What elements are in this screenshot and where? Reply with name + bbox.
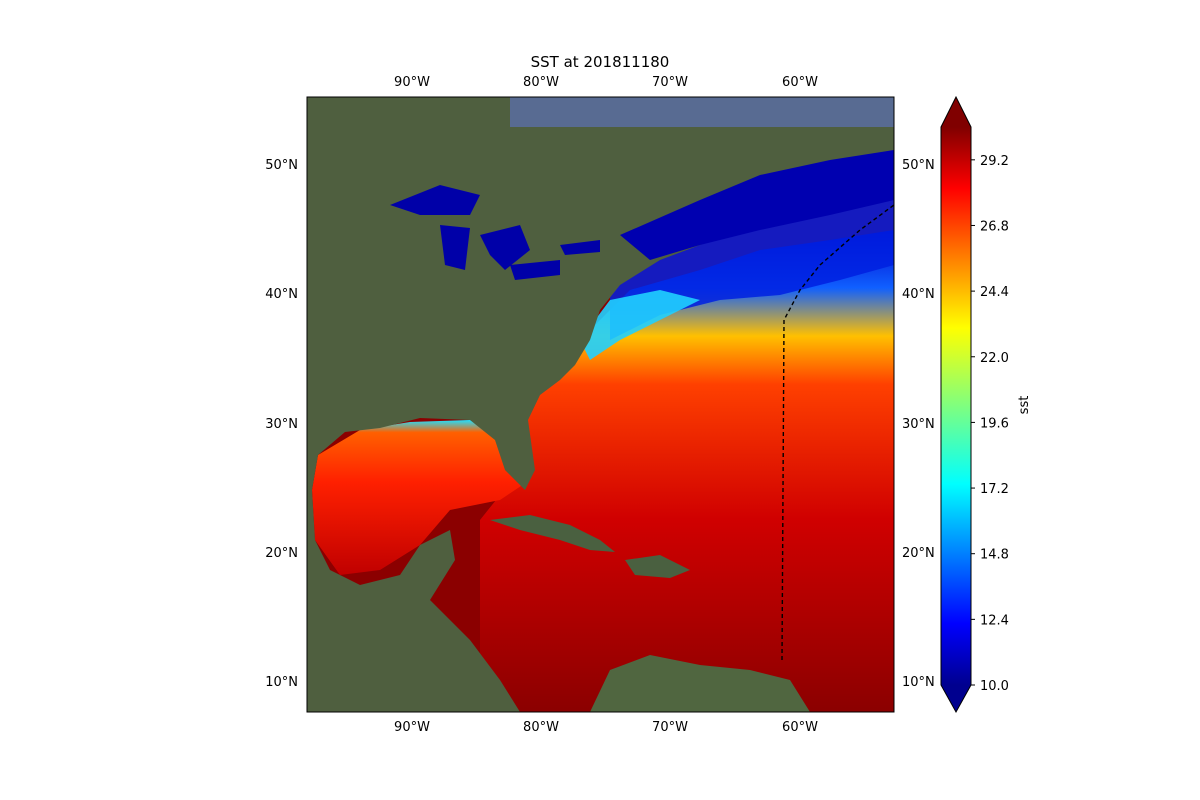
lon-tick-label: 60°W — [782, 75, 818, 90]
colorbar-extend-top — [941, 97, 971, 127]
gulf-of-mexico — [312, 420, 530, 575]
colorbar-outline — [940, 95, 972, 714]
lon-ticks-bottom: 90°W 80°W 70°W 60°W — [394, 720, 818, 735]
map-frame — [306, 96, 895, 713]
lat-tick-label: 30°N — [265, 417, 298, 432]
colorbar-tick-label: 24.4 — [980, 285, 1009, 300]
lon-tick-label: 70°W — [652, 75, 688, 90]
colorbar-tick-label: 26.8 — [980, 219, 1009, 234]
colorbar-ticks: 29.2 26.8 24.4 22.0 19.6 17.2 14.8 12.4 10.0 — [971, 154, 1009, 694]
colorbar-tick-label: 17.2 — [980, 482, 1009, 497]
colorbar-tick-label: 22.0 — [980, 351, 1009, 366]
st-lawrence-cold-water — [620, 150, 894, 260]
lat-tick-label: 20°N — [265, 546, 298, 561]
colorbar: 29.2 26.8 24.4 22.0 19.6 17.2 14.8 12.4 10.0 sst — [940, 95, 1032, 714]
great-lakes — [390, 185, 600, 280]
lat-tick-label: 40°N — [265, 287, 298, 302]
lat-tick-label: 20°N — [902, 546, 935, 561]
map-title: SST at 201811180 — [531, 53, 670, 71]
lat-tick-label: 30°N — [902, 417, 935, 432]
lat-tick-label: 10°N — [902, 675, 935, 690]
colorbar-gradient — [941, 127, 971, 685]
south-america-land — [590, 655, 810, 712]
hispaniola-island — [625, 555, 690, 578]
lat-tick-label: 50°N — [902, 158, 935, 173]
lon-tick-label: 70°W — [652, 720, 688, 735]
lon-tick-label: 80°W — [523, 720, 559, 735]
northern-basemap-edge — [510, 97, 894, 127]
colorbar-extend-bottom — [941, 685, 971, 712]
map-area — [307, 97, 894, 712]
shelf-cyan-water — [580, 290, 700, 360]
colorbar-tick-label: 10.0 — [980, 679, 1009, 694]
lat-tick-label: 10°N — [265, 675, 298, 690]
lon-ticks-top: 90°W 80°W 70°W 60°W — [394, 75, 818, 90]
lat-ticks-right: 50°N 40°N 30°N 20°N 10°N — [902, 158, 935, 690]
lat-tick-label: 40°N — [902, 287, 935, 302]
colorbar-tick-label: 14.8 — [980, 548, 1009, 563]
lat-ticks-left: 50°N 40°N 30°N 20°N 10°N — [265, 158, 298, 690]
lat-tick-label: 50°N — [265, 158, 298, 173]
lon-tick-label: 90°W — [394, 720, 430, 735]
colorbar-tick-label: 19.6 — [980, 416, 1009, 431]
colorbar-tick-label: 29.2 — [980, 154, 1009, 169]
colorbar-tick-label: 12.4 — [980, 613, 1009, 628]
lon-tick-label: 80°W — [523, 75, 559, 90]
cuba-island — [490, 515, 615, 552]
dashed-track-line — [781, 204, 894, 661]
lon-tick-label: 60°W — [782, 720, 818, 735]
lon-tick-label: 90°W — [394, 75, 430, 90]
colorbar-label: sst — [1017, 396, 1032, 415]
